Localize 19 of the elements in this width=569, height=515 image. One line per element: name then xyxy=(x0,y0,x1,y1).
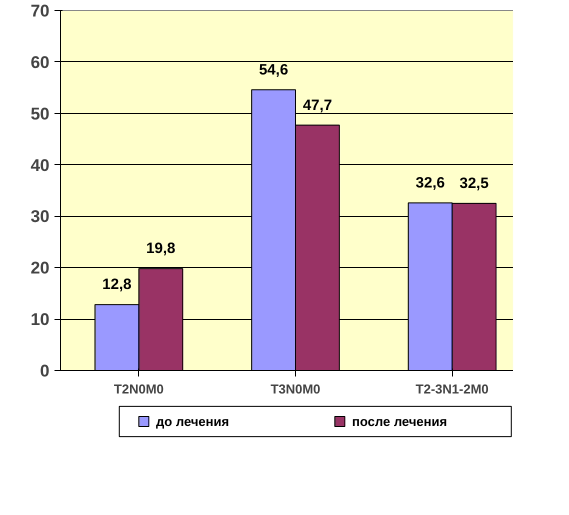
x-tick-label: T2-3N1-2M0 xyxy=(416,382,489,396)
y-tick-label: 60 xyxy=(30,52,50,72)
y-tick-label: 20 xyxy=(30,258,50,278)
legend-label: до лечения xyxy=(156,414,230,429)
data-label: 19,8 xyxy=(146,240,176,258)
y-tick-label: 10 xyxy=(30,310,50,330)
y-tick-label: 30 xyxy=(30,207,50,226)
data-label: 32,6 xyxy=(416,174,445,192)
y-tick-label: 70 xyxy=(30,2,50,20)
y-tick-label: 40 xyxy=(30,156,50,175)
y-tick-label: 0 xyxy=(40,362,50,380)
y-tick-label: 50 xyxy=(30,104,50,124)
x-tick-label: T2N0M0 xyxy=(114,382,164,396)
data-label: 12,8 xyxy=(102,276,132,294)
data-label: 47,7 xyxy=(302,96,332,114)
data-label: 54,6 xyxy=(258,61,288,78)
x-tick-label: T3N0M0 xyxy=(270,382,320,396)
data-label: 32,5 xyxy=(460,174,489,192)
legend-label: после лечения xyxy=(352,414,448,429)
